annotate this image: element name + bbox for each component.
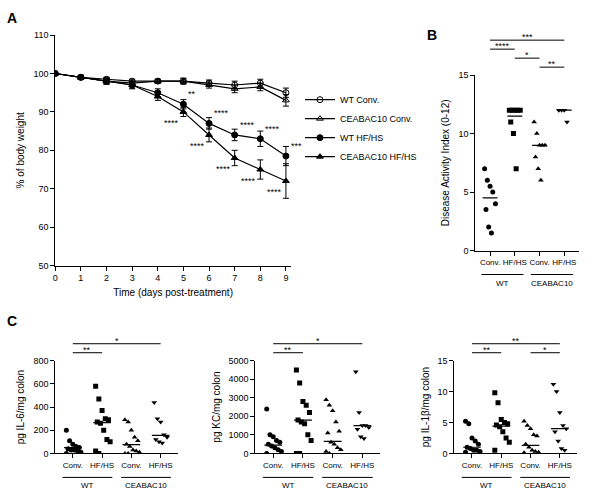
svg-text:100: 100: [33, 69, 48, 79]
svg-text:0: 0: [463, 246, 468, 256]
svg-text:% of body weight: % of body weight: [15, 112, 26, 188]
svg-text:Conv.: Conv.: [63, 461, 83, 470]
svg-text:Conv.: Conv.: [121, 461, 141, 470]
svg-text:800: 800: [33, 356, 48, 366]
svg-text:2000: 2000: [229, 411, 249, 421]
svg-text:*: *: [115, 336, 119, 346]
svg-text:CEABAC10 HF/HS: CEABAC10 HF/HS: [340, 152, 417, 162]
svg-text:HF/HS: HF/HS: [291, 461, 315, 470]
svg-text:HF/HS: HF/HS: [149, 461, 173, 470]
svg-text:0: 0: [443, 449, 448, 459]
svg-text:0: 0: [53, 273, 58, 283]
svg-text:3: 3: [130, 273, 135, 283]
svg-text:***: ***: [291, 141, 302, 151]
svg-text:7: 7: [232, 273, 237, 283]
svg-text:CEABAC10: CEABAC10: [125, 481, 167, 490]
svg-text:****: ****: [190, 141, 205, 151]
svg-text:15: 15: [438, 356, 448, 366]
svg-text:C: C: [7, 313, 17, 329]
svg-text:8: 8: [258, 273, 263, 283]
svg-text:WT Conv.: WT Conv.: [340, 95, 379, 105]
svg-text:6: 6: [207, 273, 212, 283]
svg-text:****: ****: [216, 164, 231, 174]
svg-text:Conv.: Conv.: [480, 258, 500, 267]
svg-text:pg IL-1β/mg colon: pg IL-1β/mg colon: [420, 367, 431, 447]
svg-text:1: 1: [78, 273, 83, 283]
svg-text:****: ****: [265, 124, 280, 134]
svg-text:**: **: [483, 345, 491, 355]
svg-text:200: 200: [33, 425, 48, 435]
svg-text:10: 10: [458, 129, 468, 139]
svg-text:Disease Activity Index (0-12): Disease Activity Index (0-12): [440, 99, 451, 226]
svg-text:pg IL-6/mg colon: pg IL-6/mg colon: [15, 370, 26, 445]
svg-text:B: B: [427, 27, 437, 43]
svg-text:WT: WT: [496, 279, 509, 288]
svg-text:10: 10: [438, 387, 448, 397]
svg-text:**: **: [512, 336, 520, 346]
svg-text:5: 5: [181, 273, 186, 283]
svg-text:80: 80: [38, 145, 48, 155]
svg-text:**: **: [188, 89, 196, 99]
svg-text:HF/HS: HF/HS: [503, 258, 527, 267]
svg-text:Conv.: Conv.: [322, 461, 342, 470]
svg-text:50: 50: [38, 261, 48, 271]
svg-text:4000: 4000: [229, 374, 249, 384]
svg-text:0: 0: [244, 449, 249, 459]
svg-text:600: 600: [33, 379, 48, 389]
svg-text:70: 70: [38, 184, 48, 194]
svg-text:CEABAC10: CEABAC10: [531, 279, 573, 288]
svg-text:A: A: [7, 10, 17, 26]
svg-text:2: 2: [104, 273, 109, 283]
svg-text:WT: WT: [282, 481, 295, 490]
svg-text:Conv.: Conv.: [462, 461, 482, 470]
svg-text:0: 0: [43, 449, 48, 459]
svg-text:****: ****: [267, 187, 282, 197]
svg-text:****: ****: [164, 118, 179, 128]
svg-text:9: 9: [283, 273, 288, 283]
svg-text:*: *: [543, 345, 547, 355]
svg-text:pg KC/mg colon: pg KC/mg colon: [211, 371, 222, 442]
svg-text:WT HF/HS: WT HF/HS: [340, 133, 383, 143]
svg-text:WT: WT: [81, 481, 94, 490]
svg-text:1000: 1000: [229, 430, 249, 440]
svg-text:**: **: [83, 345, 91, 355]
svg-text:****: ****: [241, 176, 256, 186]
svg-text:**: **: [548, 59, 556, 69]
svg-text:*: *: [525, 50, 529, 60]
svg-text:CEABAC10 Conv.: CEABAC10 Conv.: [340, 114, 412, 124]
svg-text:HF/HS: HF/HS: [350, 461, 374, 470]
svg-text:60: 60: [38, 222, 48, 232]
svg-text:90: 90: [38, 107, 48, 117]
svg-text:****: ****: [214, 108, 229, 118]
svg-text:HF/HS: HF/HS: [552, 258, 576, 267]
svg-text:5000: 5000: [229, 356, 249, 366]
svg-text:HF/HS: HF/HS: [548, 461, 572, 470]
svg-text:5: 5: [443, 418, 448, 428]
svg-text:**: **: [284, 345, 292, 355]
svg-text:*: *: [316, 336, 320, 346]
svg-text:400: 400: [33, 402, 48, 412]
svg-text:****: ****: [240, 120, 255, 130]
svg-text:***: ***: [522, 32, 533, 42]
svg-text:WT: WT: [480, 481, 493, 490]
svg-text:HF/HS: HF/HS: [90, 461, 114, 470]
svg-text:CEABAC10: CEABAC10: [524, 481, 566, 490]
svg-text:Conv.: Conv.: [520, 461, 540, 470]
svg-text:15: 15: [458, 70, 468, 80]
svg-text:5: 5: [463, 187, 468, 197]
svg-text:3000: 3000: [229, 393, 249, 403]
svg-text:Conv.: Conv.: [529, 258, 549, 267]
svg-text:****: ****: [495, 41, 510, 51]
svg-text:4: 4: [155, 273, 160, 283]
svg-text:CEABAC10: CEABAC10: [326, 481, 368, 490]
svg-text:HF/HS: HF/HS: [489, 461, 513, 470]
svg-text:Conv.: Conv.: [263, 461, 283, 470]
svg-text:110: 110: [34, 30, 48, 40]
svg-text:Time (days post-treatment): Time (days post-treatment): [113, 287, 233, 298]
